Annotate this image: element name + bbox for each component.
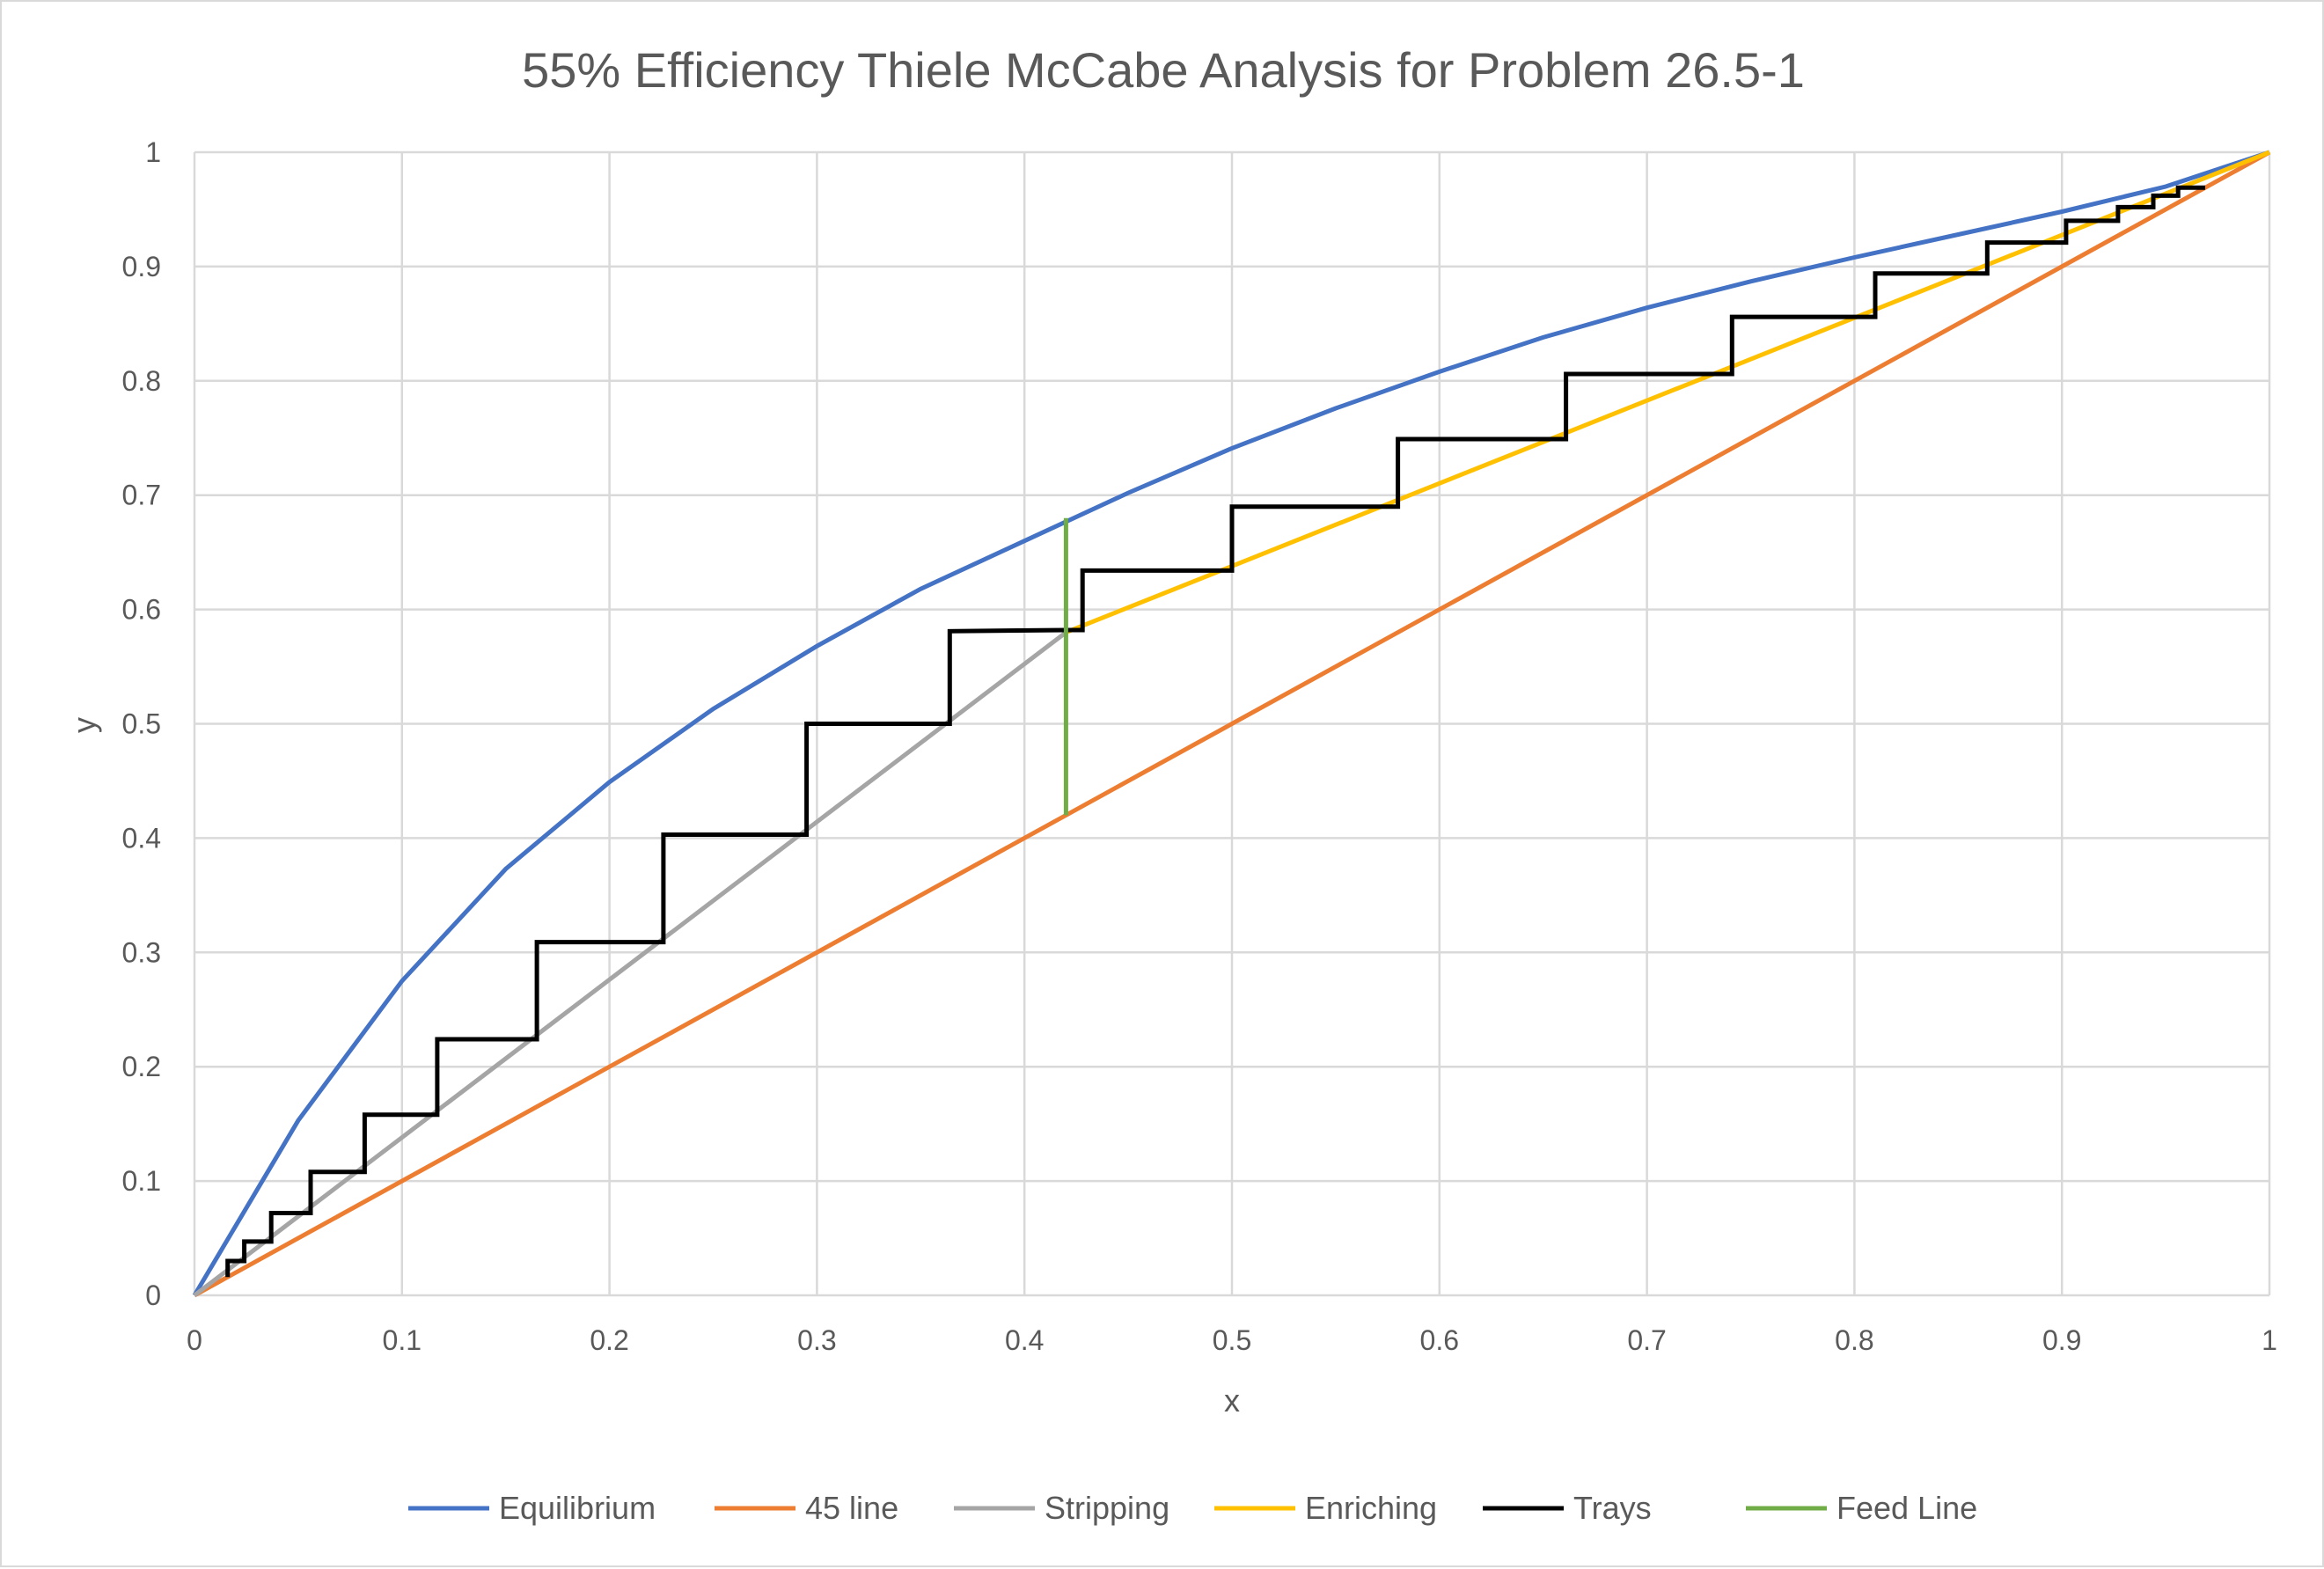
x-tick-label: 0 (187, 1324, 202, 1356)
legend-item-trays: Trays (1483, 1490, 1652, 1526)
y-tick-label: 0.9 (122, 251, 161, 282)
y-tick-label: 0.3 (122, 936, 161, 968)
legend-label: Equilibrium (499, 1490, 656, 1526)
legend-item-stripping: Stripping (954, 1490, 1169, 1526)
series-stripping-line (193, 630, 1067, 1297)
legend-label: Enriching (1305, 1490, 1437, 1526)
legend-label: Trays (1573, 1490, 1652, 1526)
y-tick-label: 0.6 (122, 594, 161, 626)
legend-label: Stripping (1045, 1490, 1169, 1526)
series-45-line-line (193, 150, 2271, 1298)
series-trays-line (225, 185, 2205, 1278)
y-tick-label: 0.1 (122, 1165, 161, 1197)
x-tick-label: 0.5 (1213, 1324, 1251, 1356)
x-tick-label: 0.1 (383, 1324, 422, 1356)
series-equilibrium-line (192, 150, 2270, 1297)
legend-item-feed-line: Feed Line (1746, 1490, 1977, 1526)
x-tick-label: 0.3 (797, 1324, 836, 1356)
y-tick-label: 0.4 (122, 822, 161, 854)
legend-item-45-line: 45 line (715, 1490, 898, 1526)
y-tick-label: 0.2 (122, 1051, 161, 1082)
x-tick-label: 0.8 (1835, 1324, 1873, 1356)
legend-label: Feed Line (1836, 1490, 1977, 1526)
y-tick-label: 1 (145, 136, 161, 168)
x-tick-label: 0.2 (590, 1324, 628, 1356)
x-tick-label: 0.4 (1005, 1324, 1044, 1356)
chart-title: 55% Efficiency Thiele McCabe Analysis fo… (522, 42, 1805, 98)
tick-labels: 0 0.1 0.2 0.3 0.4 0.5 0.6 0.7 0.8 0.9 1 0 0.1 0.2 0.3 0… (122, 136, 2277, 1356)
x-tick-label: 1 (2262, 1324, 2277, 1356)
y-tick-label: 0.7 (122, 480, 161, 511)
x-tick-label: 0.7 (1627, 1324, 1666, 1356)
y-tick-label: 0 (145, 1279, 161, 1311)
y-axis-label: y (66, 717, 102, 733)
x-tick-label: 0.9 (2042, 1324, 2081, 1356)
series-layer (192, 150, 2271, 1298)
legend-item-enriching: Enriching (1214, 1490, 1437, 1526)
y-tick-label: 0.8 (122, 365, 161, 397)
legend-item-equilibrium: Equilibrium (408, 1490, 656, 1526)
y-tick-label: 0.5 (122, 708, 161, 740)
x-axis-label: x (1224, 1382, 1240, 1419)
legend-label: 45 line (805, 1490, 898, 1526)
legend: Equilibrium 45 line Stripping Enriching Tray… (408, 1490, 1977, 1526)
series-enriching-line (1065, 150, 2270, 634)
x-tick-label: 0.6 (1420, 1324, 1459, 1356)
